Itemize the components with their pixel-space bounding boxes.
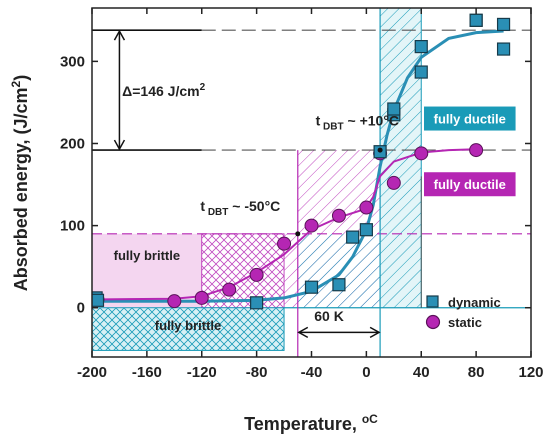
fully-ductile-static-box [423,172,516,197]
x-tick-label: -80 [246,364,268,381]
dynamic-lower-transition-region [297,233,381,308]
shift-arrow-head-left [297,326,309,339]
dynamic-point [92,293,105,307]
static-point [222,282,237,297]
y-tick-label: 200 [60,135,85,152]
delta-arrow-head-top [113,29,126,41]
x-tick-label: 40 [413,364,430,381]
x-tick-label: 120 [518,364,543,381]
static-point [249,267,264,282]
x-axis-title: Temperature, oC [244,412,378,434]
x-tick-label: 80 [468,364,485,381]
y-tick-label: 0 [77,300,85,317]
static-point [386,175,401,190]
static-point [304,218,319,233]
dynamic-fit-curve [92,29,504,303]
fully-brittle-dynamic-label: fully brittle [155,318,221,333]
tdbt-static-dot [295,231,301,237]
static-point [277,236,292,251]
delta-arrow-head-bottom [113,139,126,151]
dynamic-point [496,42,511,56]
reference-lines [92,8,531,357]
fully-brittle-static-label: fully brittle [114,248,180,263]
dynamic-transition-region [380,8,422,308]
shift-arrow-head-right [369,326,381,339]
shaded-regions [92,8,422,351]
fully-ductile-static-label: fully ductile [434,177,506,192]
data-markers [92,13,511,310]
dynamic-point [414,39,428,54]
legend-static-marker [425,314,441,330]
legend-dynamic-marker [426,295,439,308]
tdbt-static-label: t DBT ~ -50°C [200,198,280,218]
dynamic-point [496,17,511,32]
x-tick-label: 0 [362,364,370,381]
y-tick-label: 100 [60,218,85,235]
static-point [331,208,346,223]
static-point [414,146,429,161]
y-tick-label: 300 [60,53,85,70]
fully-ductile-dynamic-label: fully ductile [434,112,506,127]
dynamic-point [250,296,264,310]
x-tick-label: -160 [132,364,162,381]
dynamic-point [346,230,360,244]
tdbt-dynamic-label: t DBT ~ +10°C [316,112,399,132]
y-axis-title: Absorbed energy, (J/cm2) [9,75,31,291]
dynamic-point [387,102,401,116]
static-point [194,290,209,305]
legend: dynamic static [425,295,501,330]
dynamic-point [332,278,346,292]
static-brittle-hatch [201,233,285,309]
legend-static-label: static [448,315,482,330]
annotation-labels: Δ=146 J/cm2 t DBT ~ +10°C t DBT ~ -50°C 60 … [114,82,516,333]
legend-dynamic-label: dynamic [448,295,501,310]
shift-label: 60 K [314,308,344,324]
dynamic-point [304,280,319,294]
dynamic-point [359,223,373,237]
dynamic-point [469,13,483,27]
axis-ticks: -200 -160 -120 -80 -40 0 40 80 120 0 100 200 300 [60,8,544,381]
x-tick-label: -200 [77,364,107,381]
static-point [469,143,484,158]
tdbt-dynamic-dot [377,147,383,153]
dynamic-brittle-hatch [92,307,285,351]
static-point [359,200,374,215]
fully-ductile-dynamic-box [423,106,516,131]
x-tick-label: -120 [187,364,217,381]
delta-label: Δ=146 J/cm2 [122,82,205,99]
dynamic-point [414,65,428,79]
static-point [167,294,182,309]
static-brittle-region [92,233,202,308]
x-tick-label: -40 [301,364,323,381]
